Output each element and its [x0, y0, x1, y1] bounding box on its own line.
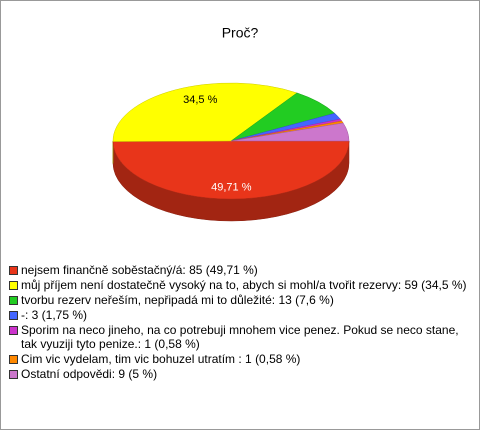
legend-swatch — [9, 311, 18, 320]
legend-swatch — [9, 266, 18, 275]
pie-slice — [230, 122, 350, 142]
legend-label: můj příjem není dostatečně vysoký na to,… — [21, 278, 467, 292]
legend-item: můj příjem není dostatečně vysoký na to,… — [9, 278, 471, 292]
chart-title: Proč? — [222, 25, 259, 41]
pie-slice — [112, 140, 350, 200]
legend-swatch — [9, 326, 18, 335]
legend-swatch — [9, 370, 18, 379]
legend: nejsem finančně soběstačný/á: 85 (49,71 … — [9, 263, 471, 382]
legend-label: nejsem finančně soběstačný/á: 85 (49,71 … — [21, 263, 258, 277]
chart: Proč? 49,71 % 34,5 % — [112, 25, 350, 222]
legend-label: tvorbu rezerv neřeším, nepřipadá mi to d… — [21, 293, 334, 307]
legend-swatch — [9, 281, 18, 290]
value-label: 49,71 % — [211, 181, 252, 193]
legend-label: Sporim na neco jineho, na co potrebuji m… — [21, 323, 459, 351]
legend-item: Ostatní odpovědi: 9 (5 %) — [9, 367, 471, 381]
legend-item: -: 3 (1,75 %) — [9, 308, 471, 322]
legend-item: tvorbu rezerv neřeším, nepřipadá mi to d… — [9, 293, 471, 307]
legend-swatch — [9, 355, 18, 364]
legend-label: Cim vic vydelam, tim vic bohuzel utratím… — [21, 352, 301, 366]
pie-slice — [112, 82, 298, 142]
legend-label: Ostatní odpovědi: 9 (5 %) — [21, 367, 158, 381]
legend-item: Sporim na neco jineho, na co potrebuji m… — [9, 323, 471, 351]
value-label: 34,5 % — [183, 94, 217, 106]
legend-label: -: 3 (1,75 %) — [21, 308, 88, 322]
legend-swatch — [9, 296, 18, 305]
legend-item: nejsem finančně soběstačný/á: 85 (49,71 … — [9, 263, 471, 277]
legend-item: Cim vic vydelam, tim vic bohuzel utratím… — [9, 352, 471, 366]
